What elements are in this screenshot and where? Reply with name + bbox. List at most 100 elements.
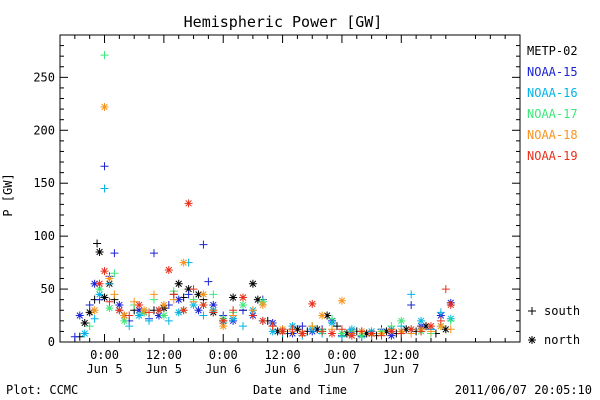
south-marker [169, 290, 178, 299]
north-marker [436, 322, 445, 331]
north-marker [90, 279, 99, 288]
north-marker [75, 311, 84, 320]
south-marker [308, 322, 317, 331]
x-tick-date: Jun 5 [146, 362, 182, 376]
north-marker [441, 325, 450, 334]
legend-entry: NOAA-18 [527, 128, 578, 142]
north-marker [80, 318, 89, 327]
south-marker [407, 300, 416, 309]
y-tick-label: 200 [33, 123, 55, 137]
legend-entry: METP-02 [527, 44, 578, 58]
south-marker [105, 297, 114, 306]
south-marker [397, 329, 406, 338]
south-marker [199, 240, 208, 249]
series-metp-02 [75, 239, 450, 341]
north-marker [253, 295, 262, 304]
south-marker [407, 290, 416, 299]
north-marker [342, 329, 351, 338]
x-tick-date: Jun 5 [86, 362, 122, 376]
north-marker [135, 311, 144, 320]
south-marker [125, 322, 134, 331]
south-marker [130, 297, 139, 306]
north-marker [417, 316, 426, 325]
south-marker [110, 290, 119, 299]
x-tick-time: 12:00 [265, 348, 301, 362]
north-marker [387, 331, 396, 340]
north-marker [95, 248, 104, 257]
south-marker [125, 311, 134, 320]
north-marker [248, 279, 257, 288]
north-marker [199, 290, 208, 299]
north-marker [135, 306, 144, 315]
north-marker [194, 290, 203, 299]
north-marker [100, 102, 109, 111]
north-marker [184, 199, 193, 208]
north-marker [95, 285, 104, 294]
north-marker [382, 327, 391, 336]
north-marker [328, 318, 337, 327]
north-marker [337, 296, 346, 305]
north-marker [159, 311, 168, 320]
north-marker [120, 316, 129, 325]
north-marker [387, 327, 396, 336]
north-marker [100, 267, 109, 276]
south-marker [90, 314, 99, 323]
north-marker [367, 329, 376, 338]
north-marker [85, 308, 94, 317]
north-marker [164, 266, 173, 275]
south-marker [298, 322, 307, 331]
north-marker [422, 322, 431, 331]
north-marker [80, 329, 89, 338]
north-marker [337, 329, 346, 338]
north-marker [135, 300, 144, 309]
legend-entry: NOAA-17 [527, 107, 578, 121]
north-marker [362, 329, 371, 338]
south-marker [288, 325, 297, 334]
north-marker [174, 308, 183, 317]
north-marker [357, 331, 366, 340]
hemisphere-label-north: north [544, 333, 580, 347]
hemisphere-label-south: south [544, 304, 580, 318]
south-marker [268, 322, 277, 331]
north-marker [95, 290, 104, 299]
north-marker [100, 293, 109, 302]
series-noaa-15 [70, 162, 455, 341]
south-marker [199, 311, 208, 320]
legend-entry: NOAA-16 [527, 86, 578, 100]
north-marker [402, 325, 411, 334]
south-marker [85, 322, 94, 331]
south-marker [209, 308, 218, 317]
north-marker [239, 293, 248, 302]
plot-timestamp: 2011/06/07 20:05:10 [455, 383, 592, 397]
north-marker [268, 327, 277, 336]
y-tick-label: 250 [33, 70, 55, 84]
north-marker [140, 306, 149, 315]
north-marker [90, 306, 99, 315]
south-marker [328, 314, 337, 323]
south-marker [332, 322, 341, 331]
north-marker [278, 327, 287, 336]
north-marker [347, 331, 356, 340]
hemisphere-legend: south north [528, 304, 580, 347]
north-marker [293, 325, 302, 334]
y-axis: 0 50 100 150 200 250 [33, 34, 520, 349]
south-marker [446, 325, 455, 334]
x-tick-time: 0:00 [90, 348, 119, 362]
legend-entry: NOAA-15 [527, 65, 578, 79]
north-marker [229, 293, 238, 302]
north-marker [154, 311, 163, 320]
north-marker [308, 299, 317, 308]
south-marker [436, 308, 445, 317]
plot-border [59, 34, 521, 343]
north-marker [407, 325, 416, 334]
south-marker [110, 249, 119, 258]
x-tick-date: Jun 6 [265, 362, 301, 376]
north-marker [298, 329, 307, 338]
x-tick-time: 12:00 [146, 348, 182, 362]
north-marker [258, 300, 267, 309]
south-marker [189, 285, 198, 294]
north-marker [184, 285, 193, 294]
north-marker [174, 295, 183, 304]
